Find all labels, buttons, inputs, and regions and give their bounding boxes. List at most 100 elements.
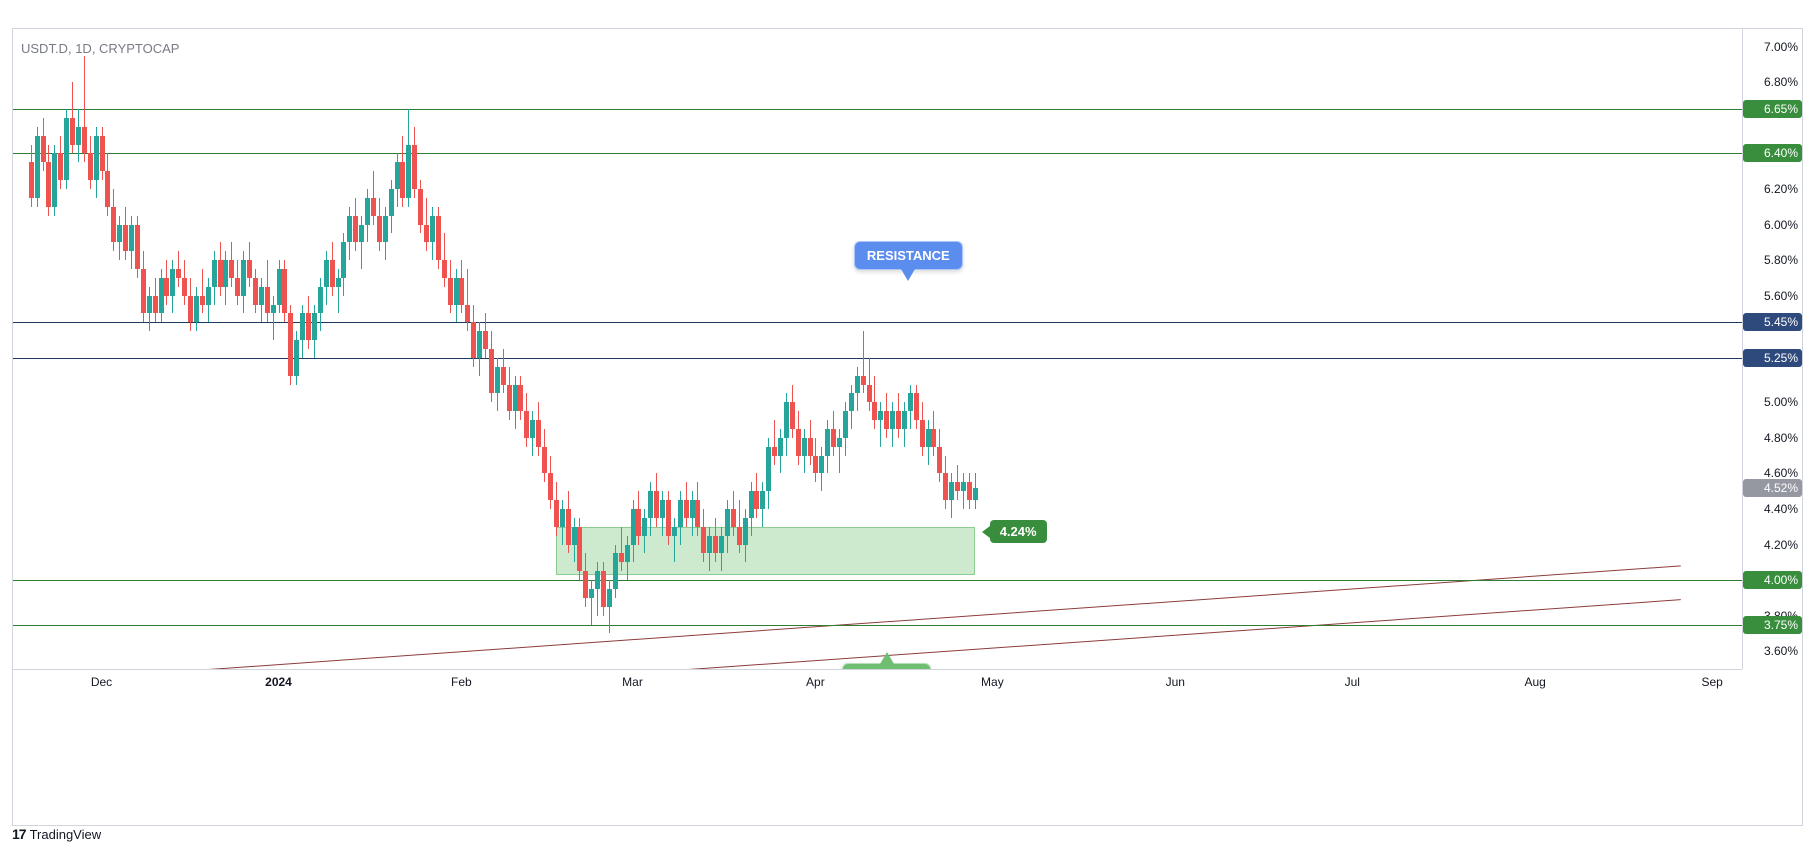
y-axis-tick: 5.60% xyxy=(1764,289,1798,303)
candle-body xyxy=(855,376,860,394)
candle-body xyxy=(377,216,382,243)
candle-body xyxy=(70,118,75,145)
candle-body xyxy=(949,482,954,500)
candle-body xyxy=(961,482,966,491)
candle-body xyxy=(341,242,346,278)
candle-body xyxy=(890,411,895,429)
candle-wick xyxy=(273,296,274,340)
candle-body xyxy=(76,127,81,145)
candle-body xyxy=(371,198,376,216)
candle-body xyxy=(631,509,636,545)
candle-body xyxy=(554,500,559,527)
y-axis-tick: 6.80% xyxy=(1764,75,1798,89)
candle-body xyxy=(64,118,69,180)
candle-body xyxy=(613,553,618,589)
candle-body xyxy=(707,536,712,554)
candle-wick xyxy=(774,420,775,464)
y-axis-tick: 5.00% xyxy=(1764,395,1798,409)
x-axis[interactable]: Dec2024FebMarAprMayJunJulAugSep xyxy=(13,669,1742,697)
candle-wick xyxy=(963,473,964,509)
candle-body xyxy=(595,571,600,589)
candle-body xyxy=(926,429,931,447)
candle-body xyxy=(837,438,842,447)
candle-body xyxy=(430,216,435,243)
y-axis-tick: 3.60% xyxy=(1764,644,1798,658)
candle-body xyxy=(849,393,854,411)
x-axis-tick: Aug xyxy=(1525,675,1546,689)
candle-body xyxy=(153,296,158,314)
candle-body xyxy=(690,500,695,518)
y-axis-tick: 4.40% xyxy=(1764,502,1798,516)
candle-body xyxy=(406,145,411,198)
candle-body xyxy=(548,473,553,500)
candle-body xyxy=(170,269,175,296)
candle-body xyxy=(141,269,146,313)
candle-body xyxy=(536,420,541,447)
candle-body xyxy=(271,305,276,314)
candle-body xyxy=(265,287,270,314)
candle-body xyxy=(749,491,754,518)
candle-body xyxy=(825,429,830,456)
candle-body xyxy=(336,278,341,287)
candle-wick xyxy=(338,269,339,313)
candle-wick xyxy=(674,518,675,562)
candle-body xyxy=(524,411,529,438)
candle-body xyxy=(389,189,394,216)
candle-body xyxy=(212,260,217,287)
resistance-label: RESISTANCE xyxy=(854,241,963,270)
candle-body xyxy=(955,482,960,491)
y-axis-price-badge: 6.65% xyxy=(1743,100,1802,118)
candle-body xyxy=(914,393,919,420)
y-axis-tick: 6.00% xyxy=(1764,218,1798,232)
candle-body xyxy=(282,269,287,313)
horizontal-line xyxy=(13,625,1742,626)
candle-body xyxy=(672,527,677,536)
x-axis-tick: May xyxy=(981,675,1004,689)
candle-body xyxy=(796,429,801,456)
candle-body xyxy=(188,296,193,323)
candle-body xyxy=(607,589,612,607)
y-axis-tick: 4.52% xyxy=(1743,479,1802,497)
candle-body xyxy=(294,340,299,376)
tradingview-watermark: 17 TradingView xyxy=(12,826,101,842)
candle-body xyxy=(654,491,659,518)
candle-body xyxy=(878,411,883,420)
candle-body xyxy=(41,136,46,163)
ticker-source: CRYPTOCAP xyxy=(99,41,179,56)
candle-body xyxy=(123,225,128,252)
candle-body xyxy=(312,313,317,340)
candle-body xyxy=(159,278,164,314)
candle-body xyxy=(660,500,665,518)
candle-body xyxy=(448,278,453,305)
candle-body xyxy=(241,260,246,296)
candle-body xyxy=(625,545,630,563)
candle-body xyxy=(194,296,199,323)
candle-body xyxy=(719,536,724,554)
candle-body xyxy=(277,269,282,305)
candle-body xyxy=(182,278,187,296)
horizontal-line xyxy=(13,153,1742,154)
plot-area[interactable]: RESISTANCESUPPORT4.24% xyxy=(13,29,1742,669)
tradingview-text: TradingView xyxy=(30,827,102,842)
candle-body xyxy=(318,287,323,314)
candle-body xyxy=(973,488,978,500)
candle-body xyxy=(530,420,535,438)
candle-body xyxy=(872,402,877,420)
y-axis-tick: 7.00% xyxy=(1764,40,1798,54)
candle-body xyxy=(88,153,93,180)
candle-body xyxy=(861,376,866,385)
candle-body xyxy=(642,518,647,536)
candle-wick xyxy=(591,580,592,624)
last-price-tag: 4.24% xyxy=(990,520,1047,543)
candle-body xyxy=(176,269,181,278)
ticker-interval: 1D xyxy=(75,41,92,56)
candle-body xyxy=(725,509,730,536)
horizontal-line xyxy=(13,580,1742,581)
candle-body xyxy=(754,491,759,509)
y-axis[interactable]: 7.00%6.80%6.20%6.00%5.80%5.60%5.00%4.80%… xyxy=(1742,29,1802,669)
candle-body xyxy=(489,349,494,393)
candle-body xyxy=(206,287,211,305)
candle-body xyxy=(259,287,264,305)
candle-body xyxy=(46,162,51,206)
candle-body xyxy=(288,313,293,375)
